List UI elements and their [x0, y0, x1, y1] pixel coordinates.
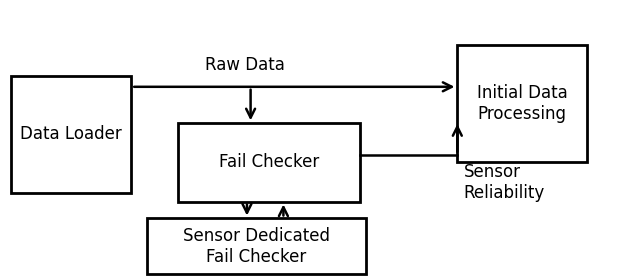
Text: Sensor
Reliability: Sensor Reliability	[464, 163, 544, 202]
FancyBboxPatch shape	[11, 76, 132, 193]
FancyBboxPatch shape	[457, 45, 587, 162]
Text: Initial Data
Processing: Initial Data Processing	[477, 84, 567, 123]
Text: Data Loader: Data Loader	[20, 125, 122, 143]
FancyBboxPatch shape	[178, 123, 360, 202]
Text: Raw Data: Raw Data	[205, 56, 285, 74]
Text: Fail Checker: Fail Checker	[219, 153, 319, 171]
FancyBboxPatch shape	[147, 218, 366, 274]
Text: Sensor Dedicated
Fail Checker: Sensor Dedicated Fail Checker	[183, 227, 330, 266]
